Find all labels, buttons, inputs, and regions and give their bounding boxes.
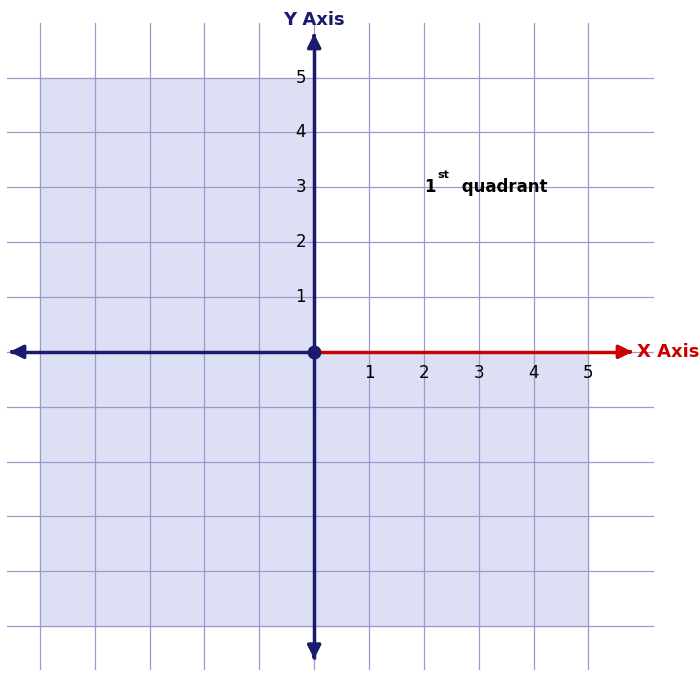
Text: 2: 2 [295, 233, 306, 251]
Text: 4: 4 [528, 364, 539, 382]
Text: quadrant: quadrant [456, 178, 547, 197]
Text: 5: 5 [583, 364, 594, 382]
Text: 5: 5 [295, 69, 306, 86]
Text: X Axis: X Axis [637, 343, 699, 361]
Text: 1: 1 [295, 288, 306, 306]
Text: st: st [438, 170, 449, 180]
Text: 1: 1 [424, 178, 435, 197]
Text: 1: 1 [364, 364, 374, 382]
Text: 3: 3 [295, 178, 306, 197]
Text: 4: 4 [295, 123, 306, 141]
Text: Y Axis: Y Axis [284, 12, 345, 29]
Text: 3: 3 [473, 364, 484, 382]
Text: 2: 2 [419, 364, 429, 382]
